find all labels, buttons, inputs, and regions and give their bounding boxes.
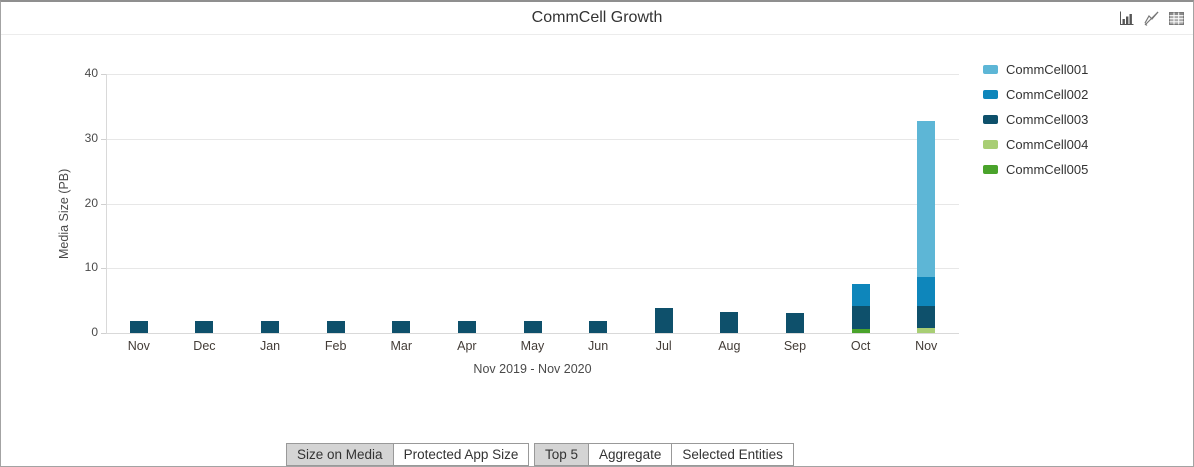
bar-segment-commcell003[interactable]	[851, 306, 870, 330]
chart-toolbar	[1119, 11, 1184, 26]
bar-segment-commcell003[interactable]	[326, 320, 345, 333]
chart-legend: CommCell001 CommCell002 CommCell003 Comm…	[983, 61, 1088, 186]
bar-segment-commcell003[interactable]	[457, 320, 476, 333]
y-axis-title: Media Size (PB)	[57, 168, 71, 259]
bar-segment-commcell003[interactable]	[523, 320, 542, 333]
y-axis-tick	[101, 138, 106, 140]
gridline	[106, 138, 959, 140]
gridline	[106, 268, 959, 270]
y-axis-tick	[101, 203, 106, 205]
selected-entities-button[interactable]: Selected Entities	[671, 443, 794, 466]
bar-segment-commcell003[interactable]	[589, 320, 608, 333]
bar-segment-commcell001[interactable]	[917, 121, 936, 277]
y-axis-tick	[101, 268, 106, 270]
bar-segment-commcell003[interactable]	[195, 320, 214, 333]
bar-segment-commcell002[interactable]	[851, 284, 870, 307]
bar-chart-view-icon[interactable]	[1119, 11, 1134, 26]
legend-swatch	[983, 140, 998, 149]
bar-segment-commcell003[interactable]	[129, 320, 148, 333]
bar-segment-commcell005[interactable]	[851, 329, 870, 333]
legend-swatch	[983, 115, 998, 124]
legend-item-commcell004[interactable]: CommCell004	[983, 136, 1088, 153]
bar-segment-commcell002[interactable]	[917, 276, 936, 307]
x-tick-label: Feb	[324, 339, 347, 353]
x-tick-label: Dec	[193, 339, 216, 353]
legend-item-commcell002[interactable]: CommCell002	[983, 86, 1088, 103]
x-tick-label: Oct	[850, 339, 871, 353]
gridline	[106, 74, 959, 75]
size-on-media-button[interactable]: Size on Media	[286, 443, 394, 466]
legend-label: CommCell003	[1006, 112, 1089, 127]
bar-segment-commcell003[interactable]	[785, 312, 804, 333]
y-tick-label: 30	[84, 130, 98, 145]
gridline	[106, 203, 959, 205]
x-tick-label: Aug	[718, 339, 741, 353]
legend-item-commcell003[interactable]: CommCell003	[983, 111, 1088, 128]
panel-header: CommCell Growth	[1, 2, 1193, 35]
page-title: CommCell Growth	[531, 9, 663, 26]
top-5-button[interactable]: Top 5	[534, 443, 590, 466]
x-axis-title: Nov 2019 - Nov 2020	[473, 362, 592, 376]
y-tick-label: 0	[91, 325, 98, 339]
x-tick-label: Nov	[915, 339, 938, 353]
x-tick-label: Jun	[588, 339, 609, 353]
gridline	[106, 333, 959, 334]
table-view-icon[interactable]	[1169, 11, 1184, 26]
y-tick-label: 20	[84, 195, 98, 210]
bar-segment-commcell003[interactable]	[917, 306, 936, 328]
bar-segment-commcell003[interactable]	[261, 320, 280, 333]
legend-swatch	[983, 90, 998, 99]
bar-segment-commcell004[interactable]	[917, 327, 936, 333]
legend-swatch	[983, 165, 998, 174]
entity-filter-group: Top 5 Aggregate Selected Entities	[534, 443, 794, 466]
measure-toggle-group: Size on Media Protected App Size	[286, 443, 530, 466]
x-tick-label: Mar	[390, 339, 413, 353]
bar-segment-commcell003[interactable]	[654, 307, 673, 333]
x-tick-label: Sep	[783, 339, 807, 353]
legend-label: CommCell004	[1006, 137, 1089, 152]
legend-swatch	[983, 65, 998, 74]
y-axis-tick	[101, 74, 106, 75]
legend-label: CommCell002	[1006, 87, 1089, 102]
x-tick-label: Apr	[457, 339, 477, 353]
line-chart-view-disabled-icon[interactable]	[1144, 11, 1159, 26]
legend-label: CommCell001	[1006, 62, 1089, 77]
protected-app-size-button[interactable]: Protected App Size	[392, 443, 530, 466]
y-axis-line	[106, 74, 107, 333]
x-tick-label: Jan	[259, 339, 281, 353]
x-tick-label: Jul	[655, 339, 672, 353]
y-tick-label: 40	[84, 66, 98, 80]
bar-segment-commcell003[interactable]	[720, 312, 739, 333]
y-axis-tick	[101, 333, 106, 334]
aggregate-button[interactable]: Aggregate	[588, 443, 673, 466]
y-tick-label: 10	[84, 260, 98, 275]
bar-segment-commcell003[interactable]	[392, 320, 411, 333]
legend-item-commcell001[interactable]: CommCell001	[983, 61, 1088, 78]
legend-item-commcell005[interactable]: CommCell005	[983, 161, 1088, 178]
x-tick-label: May	[520, 339, 545, 353]
x-tick-label: Nov	[127, 339, 150, 353]
legend-label: CommCell005	[1006, 162, 1089, 177]
